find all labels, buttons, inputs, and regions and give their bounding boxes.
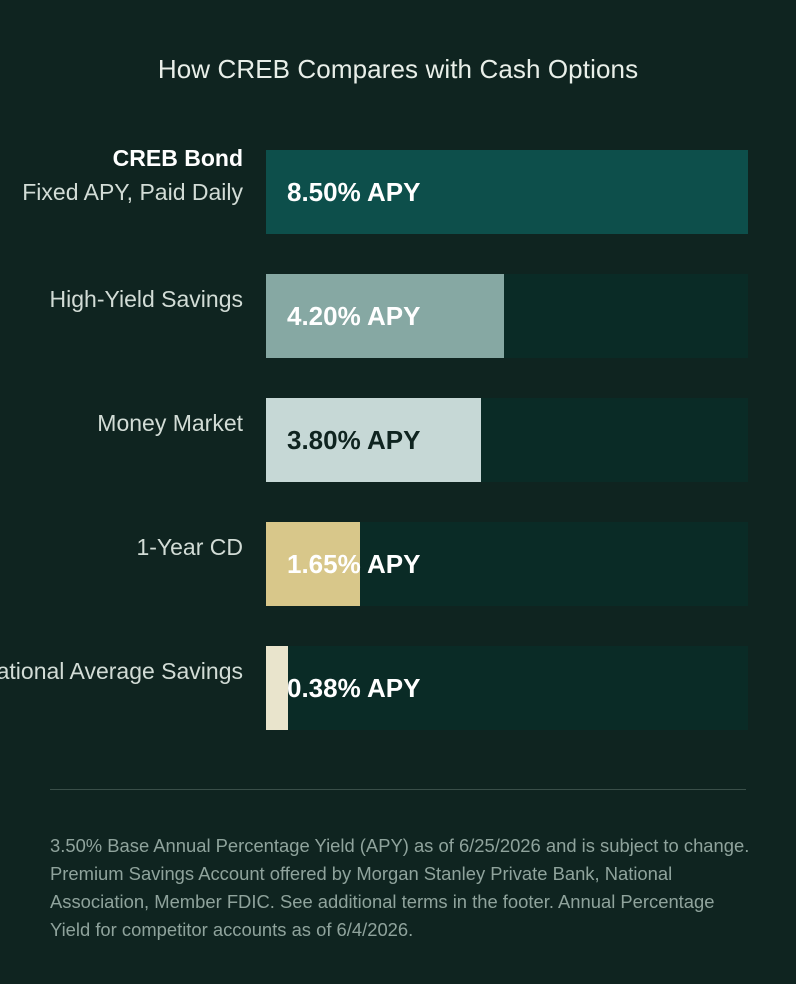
bar-label-text: National Average Savings — [0, 658, 243, 684]
bar-high-yield-savings — [266, 274, 504, 358]
divider — [50, 789, 746, 790]
bar-row-1-year-cd: 1-Year CD 1.65% APY — [0, 522, 796, 606]
bar-label: Money Market — [3, 406, 243, 440]
bar-row-money-market: Money Market 3.80% APY — [0, 398, 796, 482]
bar-label-text: 1-Year CD — [136, 534, 243, 560]
bar-label: CREB Bond Fixed APY, Paid Daily — [3, 141, 243, 209]
bar-creb-bond — [266, 150, 748, 234]
bar-label-text: High-Yield Savings — [49, 286, 243, 312]
bar-row-creb-bond: CREB Bond Fixed APY, Paid Daily 8.50% AP… — [0, 145, 796, 234]
bar-track: 3.80% APY — [266, 398, 748, 482]
bar-label-sub: Fixed APY, Paid Daily — [22, 179, 243, 205]
bar-value-label: 3.80% APY — [287, 425, 421, 455]
bar-track: 4.20% APY — [266, 274, 748, 358]
bar-row-high-yield-savings: High-Yield Savings 4.20% APY — [0, 274, 796, 358]
bar-label-text: Money Market — [97, 410, 243, 436]
bar-value-label: 1.65% APY — [287, 549, 421, 579]
bar-track: 0.38% APY — [266, 646, 748, 730]
bar-value-label: 0.38% APY — [287, 673, 421, 703]
bar-label-strong: CREB Bond — [112, 145, 243, 171]
bar-label: National Average Savings — [0, 654, 243, 688]
bar-label: 1-Year CD — [3, 530, 243, 564]
bar-track: 8.50% APY — [266, 150, 748, 234]
bar-national-average-savings — [266, 646, 288, 730]
bar-money-market — [266, 398, 481, 482]
bar-1-year-cd — [266, 522, 360, 606]
bar-value-label: 8.50% APY — [287, 177, 421, 207]
footnote: 3.50% Base Annual Percentage Yield (APY)… — [50, 835, 750, 940]
bar-value-label: 4.20% APY — [287, 301, 421, 331]
chart-title: How CREB Compares with Cash Options — [157, 54, 639, 84]
bar-track: 1.65% APY — [266, 522, 748, 606]
bar-row-national-average-savings: National Average Savings 0.38% APY — [0, 646, 796, 730]
bar-label: High-Yield Savings — [3, 282, 243, 316]
